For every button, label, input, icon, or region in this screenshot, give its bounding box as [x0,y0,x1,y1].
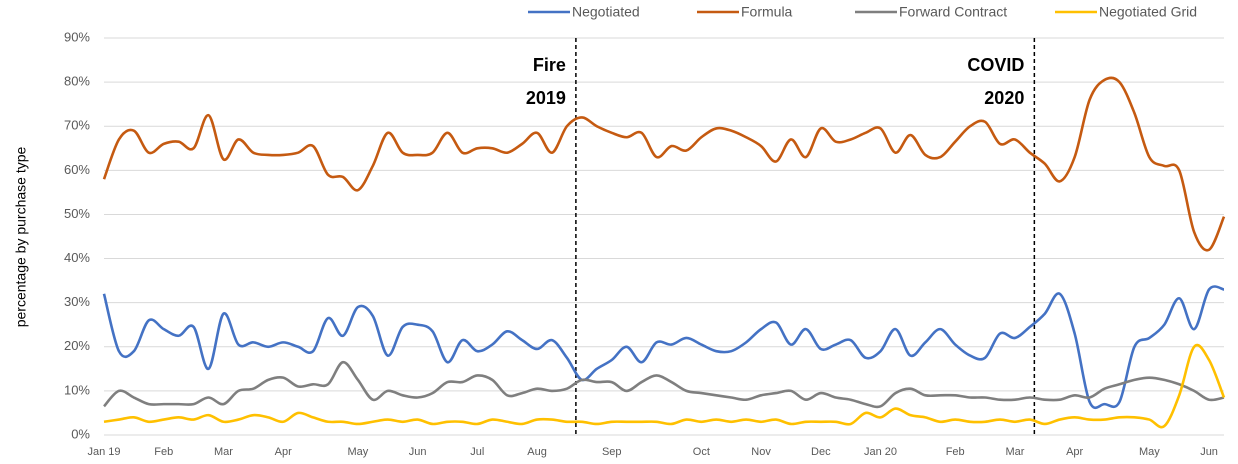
x-tick-label: Feb [154,446,173,458]
x-tick-label: Jan 20 [864,446,897,458]
x-tick-label: Apr [275,446,292,458]
x-tick-label: Apr [1066,446,1083,458]
x-tick-label: Jul [470,446,484,458]
y-tick-label: 10% [64,382,90,397]
x-tick-label: Jan 19 [87,446,120,458]
x-tick-label: Sep [602,446,622,458]
y-tick-label: 60% [64,162,90,177]
x-tick-label: Feb [946,446,965,458]
x-tick-label: May [1139,446,1160,458]
y-tick-label: 40% [64,250,90,265]
x-tick-label: Mar [214,446,233,458]
annotation: 2019 [526,88,566,108]
y-tick-label: 80% [64,74,90,89]
y-tick-label: 0% [71,426,90,441]
x-tick-label: Nov [751,446,771,458]
x-tick-label: Aug [527,446,547,458]
series-line [103,360,1225,409]
legend-label: Forward Contract [899,4,1007,20]
series-line [102,285,1225,410]
x-tick-label: Mar [1005,446,1024,458]
annotation: 2020 [984,88,1024,108]
annotation: Fire [533,55,566,75]
x-tick-label: Jun [409,446,427,458]
legend-label: Negotiated Grid [1099,4,1197,20]
x-tick-label: Jun [1200,446,1218,458]
series-line [102,76,1226,252]
annotation: COVID [967,55,1024,75]
y-tick-label: 30% [64,294,90,309]
y-tick-label: 90% [64,29,90,44]
x-tick-label: Oct [693,446,710,458]
y-axis-label: percentage by purchase type [13,147,29,328]
legend-label: Formula [741,4,793,20]
series-line [103,343,1226,429]
legend-label: Negotiated [572,4,640,20]
y-tick-label: 70% [64,118,90,133]
x-tick-label: May [347,446,368,458]
y-tick-label: 50% [64,206,90,221]
y-tick-label: 20% [64,338,90,353]
x-tick-label: Dec [811,446,831,458]
